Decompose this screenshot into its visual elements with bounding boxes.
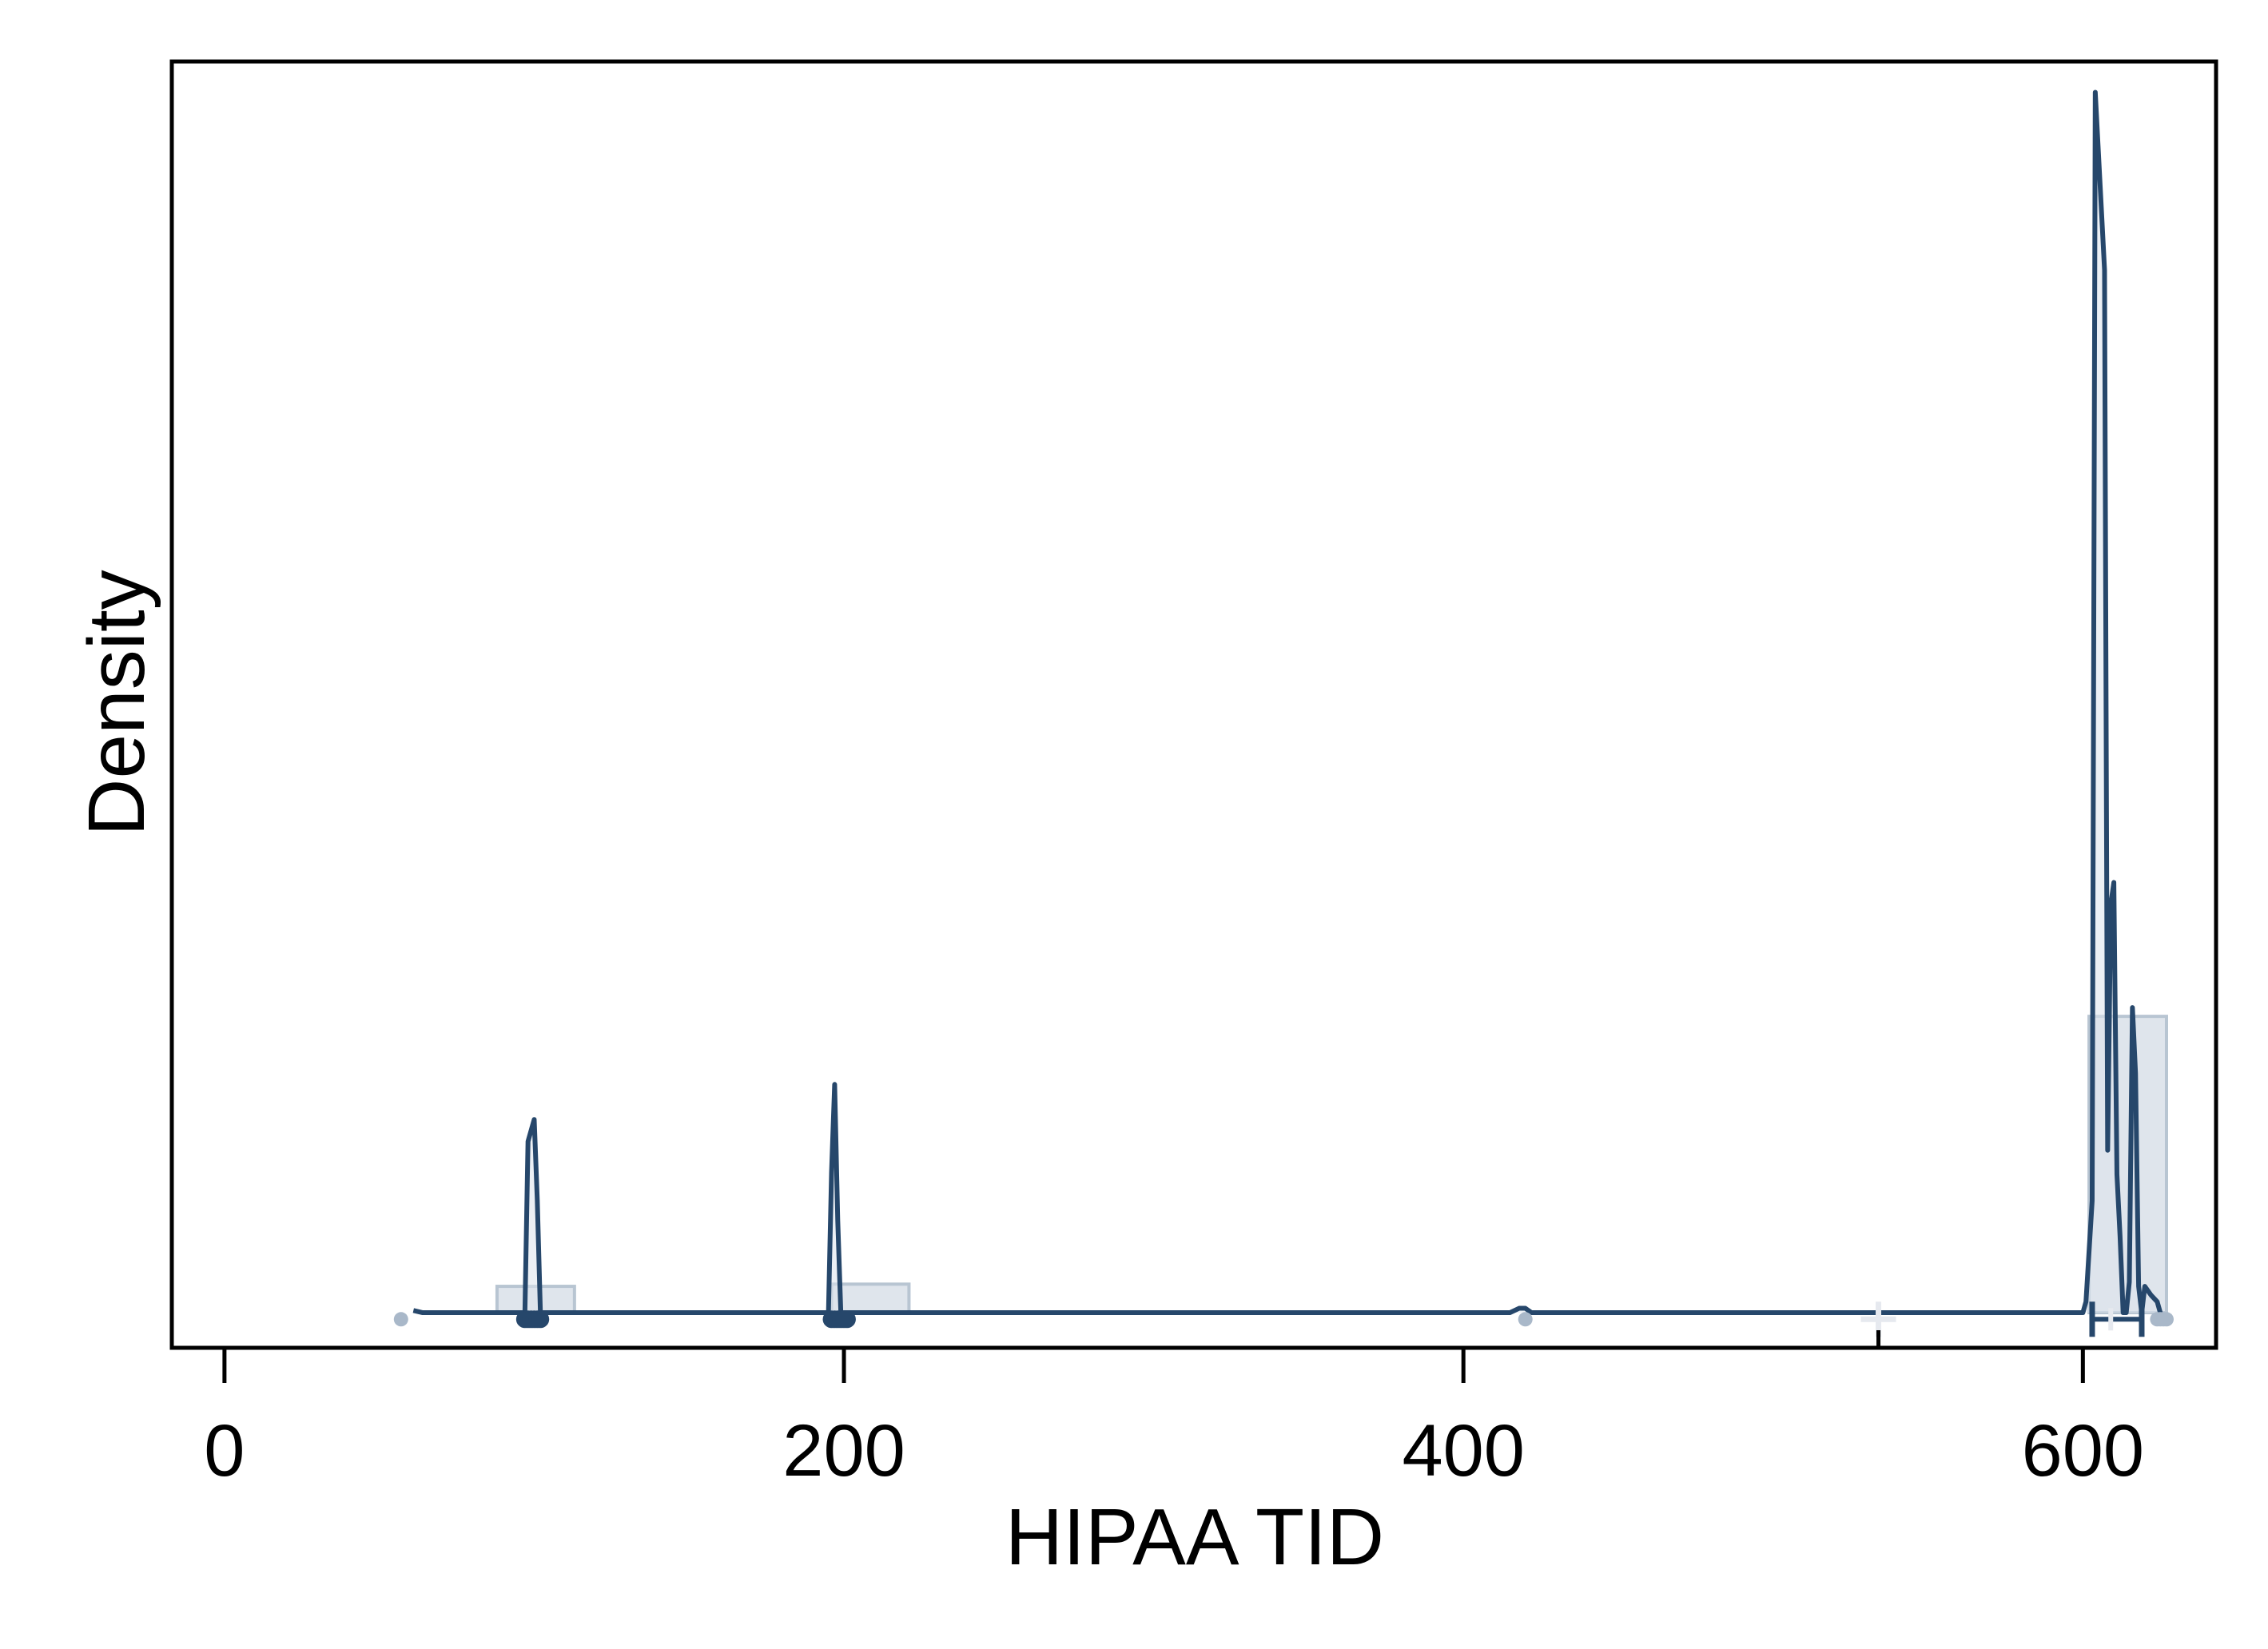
x-tick-label-1: 200 — [782, 1410, 905, 1492]
x-tick-label-2: 400 — [1402, 1410, 1525, 1492]
plot-content — [393, 89, 2174, 1348]
y-axis-title: Density — [72, 570, 161, 836]
data-point-light-1 — [1518, 1312, 1533, 1327]
x-axis-ticks: 0 200 400 600 — [204, 1348, 2144, 1492]
x-tick-label-0: 0 — [204, 1410, 245, 1492]
histogram-bar-1 — [830, 1282, 911, 1315]
data-point-dark-11 — [838, 1310, 856, 1329]
x-tick-label-3: 600 — [2022, 1410, 2145, 1492]
data-point-dark-5 — [531, 1310, 550, 1329]
data-point-light-5 — [2159, 1312, 2174, 1327]
plot-frame — [169, 59, 2218, 1350]
x-axis-title: HIPAA TID — [1005, 1492, 1384, 1582]
data-point-light-0 — [393, 1312, 408, 1327]
